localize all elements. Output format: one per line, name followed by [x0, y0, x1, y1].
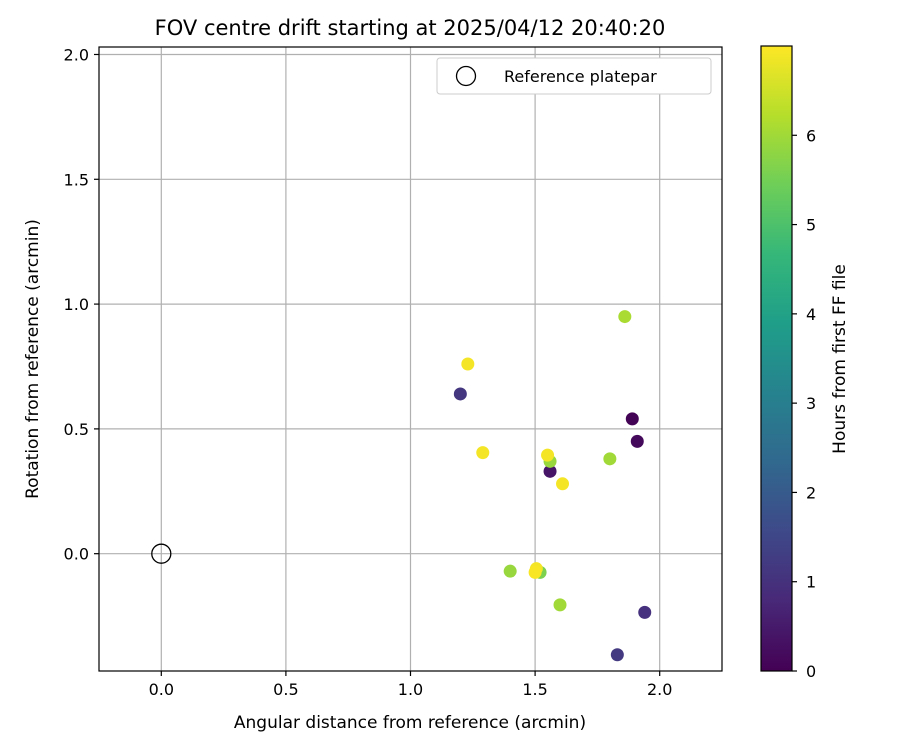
- x-tick-label: 1.0: [398, 680, 423, 699]
- data-point: [556, 477, 570, 491]
- data-point: [553, 598, 567, 612]
- x-axis-ticks: 0.0 0.5 1.0 1.5 2.0: [149, 671, 672, 699]
- chart-title: FOV centre drift starting at 2025/04/12 …: [155, 16, 666, 40]
- data-point: [638, 605, 652, 619]
- legend-label-reference: Reference platepar: [504, 67, 657, 86]
- data-point: [453, 387, 467, 401]
- data-point: [503, 564, 517, 578]
- y-tick-label: 0.0: [64, 545, 89, 564]
- y-tick-label: 1.5: [64, 170, 89, 189]
- legend-box: [436, 57, 712, 95]
- colorbar-gradient: [760, 45, 793, 672]
- x-tick-label: 0.0: [149, 680, 174, 699]
- x-tick-label: 1.5: [522, 680, 547, 699]
- colorbar-label: Hours from first FF file: [830, 264, 850, 454]
- y-tick-label: 1.0: [64, 295, 89, 314]
- data-point: [630, 434, 644, 448]
- colorbar-tick-label: 2: [806, 483, 816, 502]
- data-point: [618, 310, 632, 324]
- y-tick-label: 0.5: [64, 420, 89, 439]
- legend: Reference platepar: [436, 57, 712, 95]
- x-axis-label: Angular distance from reference (arcmin): [234, 713, 586, 733]
- data-point: [603, 452, 617, 466]
- data-point: [476, 446, 490, 460]
- colorbar-tick-label: 5: [806, 216, 816, 235]
- data-point: [528, 565, 542, 579]
- data-point: [543, 464, 557, 478]
- data-point: [461, 357, 475, 371]
- colorbar-ticks: 0 1 2 3 4 5 6: [792, 126, 816, 681]
- y-axis-label: Rotation from reference (arcmin): [23, 219, 43, 499]
- legend-reference-marker: [455, 65, 477, 87]
- colorbar-tick-label: 3: [806, 394, 816, 413]
- data-points: [151, 310, 652, 662]
- x-tick-label: 2.0: [647, 680, 672, 699]
- x-tick-label: 0.5: [273, 680, 298, 699]
- data-point: [541, 448, 555, 462]
- colorbar: 0 1 2 3 4 5 6 Hours from first FF file: [760, 45, 850, 681]
- colorbar-tick-label: 0: [806, 662, 816, 681]
- y-tick-label: 2.0: [64, 45, 89, 64]
- data-point: [610, 648, 624, 662]
- grid-lines: [99, 47, 722, 671]
- data-point: [625, 412, 639, 426]
- y-axis-ticks: 0.0 0.5 1.0 1.5 2.0: [64, 45, 99, 564]
- colorbar-tick-label: 4: [806, 305, 816, 324]
- reference-platepar-marker: [151, 543, 172, 564]
- colorbar-tick-label: 1: [806, 573, 816, 592]
- colorbar-tick-label: 6: [806, 126, 816, 145]
